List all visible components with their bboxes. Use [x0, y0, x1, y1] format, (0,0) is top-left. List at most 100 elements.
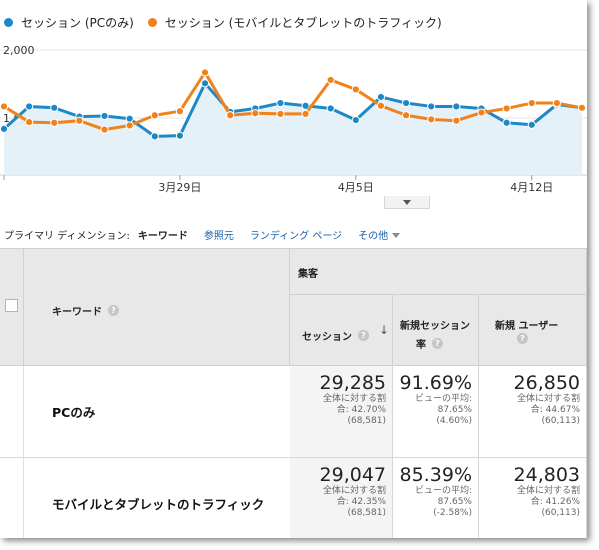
cell-sub: 合: 41.26% [530, 497, 580, 507]
report-table: キーワード? 集客 セッション? ↓ 新規セッション 率? 新規 ユーザー ? [0, 248, 587, 538]
cell-new-users: 24,803 全体に対する割 合: 41.26% (60,113) [479, 458, 587, 538]
data-point-pc [50, 103, 59, 112]
help-icon[interactable]: ? [517, 333, 528, 344]
data-point-pc [100, 111, 109, 121]
data-point-mobile [226, 111, 235, 120]
cell-sessions: 29,047 全体に対する割 合: 42.35% (68,581) [290, 458, 393, 538]
data-point-pc [200, 79, 210, 88]
data-point-pc [175, 131, 185, 140]
data-point-pc [150, 132, 159, 141]
data-point-pc [276, 98, 285, 108]
data-point-pc [527, 120, 536, 129]
row-select-cell [0, 458, 24, 538]
cell-sub: 全体に対する割 [516, 486, 580, 496]
cell-new-session-rate: 85.39% ビューの平均: 87.65% (-2.58%) [393, 458, 479, 538]
dimension-other-dropdown[interactable]: その他 [358, 227, 401, 242]
data-point-pc [25, 102, 34, 111]
primary-dimension-bar: プライマリ ディメンション: キーワード 参照元 ランディング ページ その他 [4, 226, 416, 242]
cell-sub: (60,113) [541, 508, 580, 518]
sort-descending-icon[interactable]: ↓ [379, 323, 390, 337]
x-tick-label: 3月29日 [158, 181, 201, 194]
data-point-mobile [200, 68, 210, 77]
data-point-mobile [427, 115, 436, 124]
header-checkbox-cell [0, 249, 24, 366]
cell-sub: (4.60%) [436, 416, 472, 426]
data-point-mobile [401, 111, 411, 120]
help-icon[interactable]: ? [358, 330, 369, 341]
cell-sub: ビューの平均: [414, 486, 472, 496]
cell-value: 24,803 [513, 464, 580, 486]
chart-collapse-toggle[interactable] [384, 196, 430, 209]
data-point-mobile [150, 111, 159, 120]
cell-value: 91.69% [399, 372, 472, 394]
data-point-mobile [251, 109, 260, 118]
legend-dot-pc [4, 17, 13, 27]
data-point-mobile [50, 118, 59, 127]
column-header-new-session-rate-line1: 新規セッション [400, 321, 470, 332]
column-header-new-session-rate[interactable]: 新規セッション 率? [393, 295, 479, 366]
x-tick-label: 4月5日 [338, 181, 374, 194]
data-point-mobile [276, 109, 285, 119]
legend-label-mobile: セッション (モバイルとタブレットのトラフィック) [164, 15, 442, 30]
primary-dimension-label: プライマリ ディメンション: [4, 230, 130, 242]
cell-new-session-rate: 91.69% ビューの平均: 87.65% (4.60%) [393, 366, 479, 458]
cell-sub: (60,113) [541, 416, 580, 426]
column-header-keyword[interactable]: キーワード [52, 307, 102, 318]
data-point-pc [401, 98, 411, 108]
data-point-mobile [376, 101, 386, 110]
cell-sub: (68,581) [347, 508, 386, 518]
column-header-sessions-label: セッション [302, 332, 352, 343]
select-all-checkbox[interactable] [5, 299, 18, 312]
cell-value: 29,047 [319, 464, 386, 486]
group-header-label: 集客 [298, 269, 318, 280]
cell-sub: 全体に対する割 [322, 486, 386, 496]
analytics-report: セッション (PCのみ) セッション (モバイルとタブレットのトラフィック) 2… [0, 12, 587, 538]
column-header-new-users[interactable]: 新規 ユーザー ? [479, 295, 587, 366]
dimension-link-source[interactable]: 参照元 [203, 230, 234, 242]
cell-sub: 合: 42.70% [336, 405, 386, 415]
cell-sub: 87.65% [437, 497, 472, 507]
data-point-mobile [301, 109, 310, 119]
data-point-pc [502, 118, 511, 127]
data-point-pc [125, 114, 134, 123]
cell-new-users: 26,850 全体に対する割 合: 44.67% (60,113) [479, 366, 587, 458]
dimension-link-landing-page[interactable]: ランディング ページ [249, 230, 343, 242]
x-tick-label: 4月12日 [510, 181, 553, 194]
help-icon[interactable]: ? [432, 338, 443, 349]
cell-sub: (68,581) [347, 416, 386, 426]
dimension-keyword-active: キーワード [137, 230, 188, 242]
data-point-pc [301, 101, 310, 110]
data-point-mobile [0, 102, 9, 111]
legend-item-mobile[interactable]: セッション (モバイルとタブレットのトラフィック) [147, 14, 442, 31]
row-keyword[interactable]: PCのみ [52, 405, 96, 420]
data-point-pc [427, 102, 436, 111]
chevron-down-icon [403, 199, 411, 205]
row-keyword[interactable]: モバイルとタブレットのトラフィック [52, 497, 265, 512]
cell-sub: ビューの平均: [414, 394, 472, 404]
column-header-new-users-label: 新規 ユーザー [495, 321, 559, 332]
data-point-mobile [552, 98, 561, 108]
data-point-mobile [75, 116, 84, 125]
cell-sub: 合: 42.35% [336, 497, 386, 507]
data-point-pc [452, 102, 461, 111]
data-point-mobile [502, 104, 511, 113]
cell-value: 85.39% [399, 464, 472, 486]
dimension-other-label: その他 [358, 230, 389, 242]
column-header-sessions[interactable]: セッション? ↓ [290, 295, 393, 366]
cell-sub: 全体に対する割 [516, 394, 580, 404]
legend-item-pc[interactable]: セッション (PCのみ) [4, 14, 134, 31]
legend-label-pc: セッション (PCのみ) [21, 15, 134, 30]
data-point-mobile [351, 85, 360, 94]
data-point-mobile [100, 125, 109, 134]
data-point-pc [351, 115, 360, 125]
help-icon[interactable]: ? [108, 305, 119, 316]
cell-value: 26,850 [513, 372, 580, 394]
chart-legend: セッション (PCのみ) セッション (モバイルとタブレットのトラフィック) [4, 12, 456, 32]
series-line-mobile [3, 70, 583, 132]
header-group-acquisition: 集客 [290, 249, 587, 295]
column-header-new-session-rate-line2: 率 [416, 340, 426, 351]
series-area-pc [4, 83, 582, 175]
data-point-pc [326, 104, 335, 113]
data-point-mobile [175, 107, 185, 116]
